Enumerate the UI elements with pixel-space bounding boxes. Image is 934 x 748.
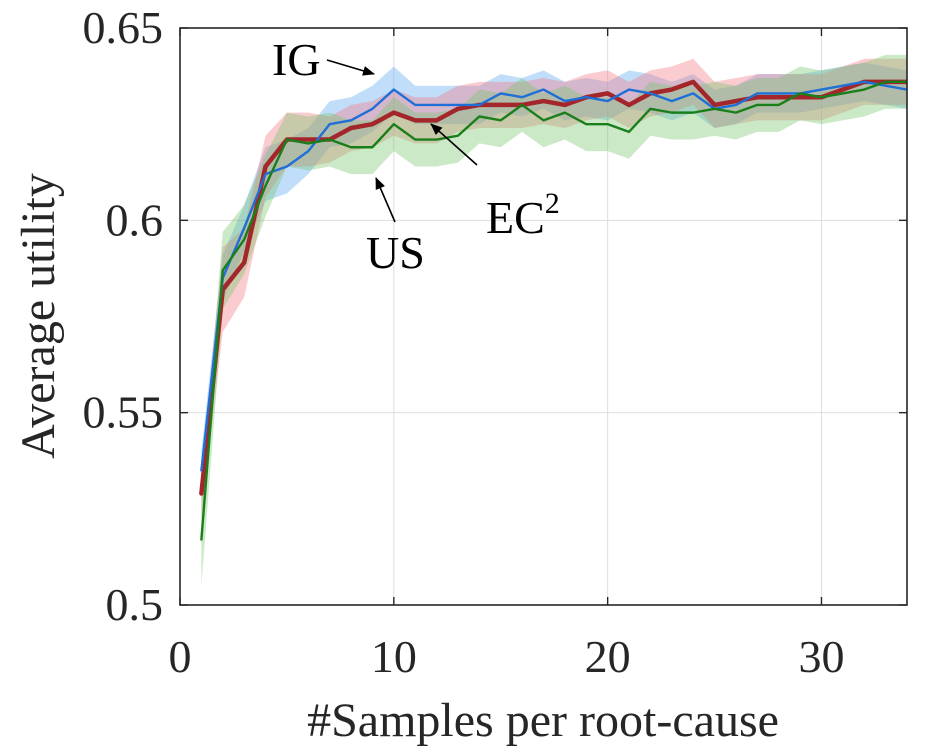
plot-area bbox=[180, 28, 907, 605]
band-ec2 bbox=[201, 58, 907, 517]
annotation-ig-arrow bbox=[326, 59, 375, 76]
series-lines bbox=[199, 79, 907, 541]
annotations: IG EC2 US bbox=[272, 34, 560, 278]
band-ig bbox=[201, 62, 907, 490]
x-tick-label: 0 bbox=[169, 631, 192, 682]
band-us bbox=[201, 54, 907, 586]
annotation-ec2-label: EC2 bbox=[486, 187, 560, 243]
annotation-us-label: US bbox=[366, 227, 425, 278]
x-tick-label: 10 bbox=[371, 631, 417, 682]
x-axis-label: #Samples per root-cause bbox=[307, 694, 779, 747]
axes-box bbox=[179, 27, 908, 606]
annotation-ec2-arrow bbox=[430, 123, 478, 166]
annotation-ec2-superscript: 2 bbox=[545, 187, 560, 220]
y-tick-labels: 0.5 0.55 0.6 0.65 bbox=[83, 2, 164, 630]
confidence-bands bbox=[201, 54, 907, 586]
y-tick-label: 0.65 bbox=[83, 2, 164, 53]
annotation-ec2-text: EC bbox=[486, 192, 545, 243]
annotation-us-arrow bbox=[375, 177, 396, 223]
x-tick-label: 30 bbox=[798, 631, 844, 682]
series-line-ig bbox=[200, 80, 907, 472]
x-tick-labels: 0 10 20 30 bbox=[169, 631, 845, 682]
y-axis-label: Average utility bbox=[12, 173, 65, 459]
annotation-ig-label: IG bbox=[272, 34, 321, 85]
axis-ticks bbox=[179, 27, 907, 606]
x-tick-label: 20 bbox=[585, 631, 631, 682]
y-tick-label: 0.55 bbox=[83, 387, 164, 438]
y-tick-label: 0.5 bbox=[106, 579, 164, 630]
series-line-us bbox=[200, 80, 907, 541]
y-tick-label: 0.6 bbox=[106, 194, 164, 245]
